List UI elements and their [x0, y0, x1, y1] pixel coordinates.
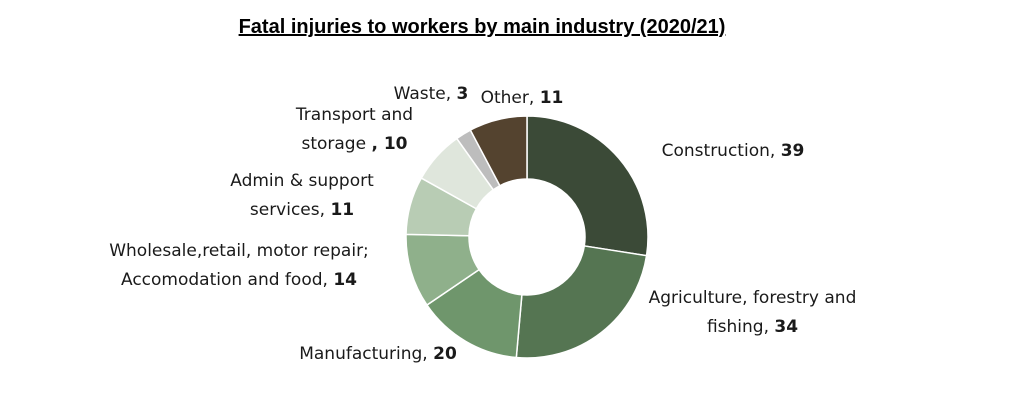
- value-label: 11: [330, 200, 355, 220]
- value-label: , 10: [371, 134, 408, 154]
- donut-slice: [515, 245, 648, 359]
- chart-title: Fatal injuries to workers by main indust…: [238, 16, 726, 38]
- value-label: 3: [456, 84, 469, 104]
- value-label: 20: [433, 344, 457, 364]
- value-label: 34: [774, 317, 799, 337]
- category-name: Agriculture, forestry and fishing,: [648, 288, 857, 337]
- category-name: Transport and storage: [295, 105, 414, 154]
- data-label: Manufacturing, 20: [283, 340, 473, 369]
- value-label: 11: [539, 88, 564, 108]
- data-label: Wholesale,retail, motor repair; Accomoda…: [108, 237, 370, 295]
- category-name: Wholesale,retail, motor repair; Accomoda…: [109, 241, 369, 290]
- data-label: Construction, 39: [648, 137, 818, 166]
- data-label: Transport and storage , 10: [282, 101, 427, 159]
- category-name: Construction,: [661, 141, 776, 161]
- category-name: Other,: [480, 88, 535, 108]
- value-label: 14: [333, 270, 357, 290]
- data-label: Admin & support services, 11: [212, 167, 392, 225]
- value-label: 39: [780, 141, 805, 161]
- category-name: Waste,: [393, 84, 452, 104]
- data-label: Agriculture, forestry and fishing, 34: [645, 284, 860, 342]
- data-label: Other, 11: [472, 84, 572, 113]
- donut-slice: [526, 115, 649, 257]
- category-name: Admin & support services,: [230, 171, 374, 220]
- data-label: Waste, 3: [386, 80, 476, 109]
- donut-slice: [469, 115, 528, 187]
- category-name: Manufacturing,: [299, 344, 428, 364]
